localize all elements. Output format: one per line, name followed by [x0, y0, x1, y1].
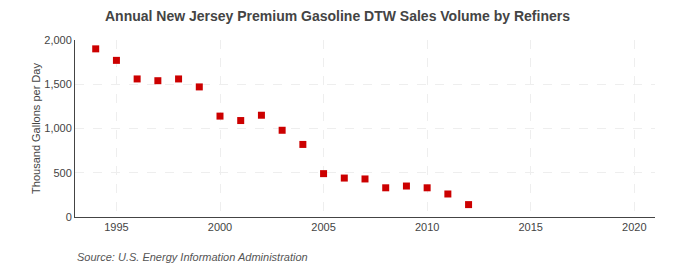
svg-text:2,000: 2,000	[44, 34, 72, 46]
svg-text:1,000: 1,000	[44, 122, 72, 134]
svg-text:Thousand Gallons per Day: Thousand Gallons per Day	[30, 63, 42, 194]
svg-text:2000: 2000	[208, 221, 232, 233]
svg-text:0: 0	[66, 211, 72, 223]
svg-text:2015: 2015	[518, 221, 542, 233]
svg-text:2020: 2020	[622, 221, 646, 233]
svg-text:2005: 2005	[311, 221, 335, 233]
svg-text:Annual New Jersey Premium Gaso: Annual New Jersey Premium Gasoline DTW S…	[105, 8, 570, 24]
svg-text:2010: 2010	[415, 221, 439, 233]
svg-text:1995: 1995	[104, 221, 128, 233]
svg-text:500: 500	[53, 167, 71, 179]
svg-text:Source: U.S. Energy Informatio: Source: U.S. Energy Information Administ…	[77, 251, 308, 263]
svg-text:1,500: 1,500	[44, 78, 72, 90]
